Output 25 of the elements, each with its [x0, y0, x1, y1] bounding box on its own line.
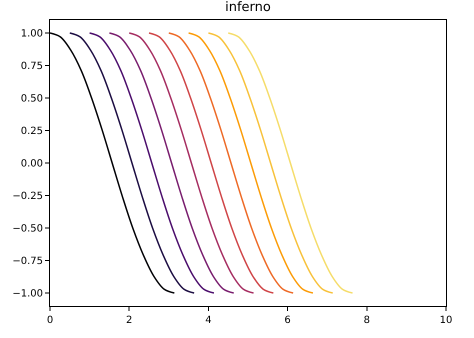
y-tick-label: 1.00: [20, 28, 43, 40]
line-series: [69, 32, 195, 294]
x-tick-label: 2: [126, 315, 132, 326]
chart-title: inferno: [225, 0, 271, 15]
x-tick-label: 8: [364, 315, 370, 326]
x-tick-label: 0: [46, 315, 54, 326]
line-series: [148, 32, 274, 294]
x-tick-label: 6: [284, 315, 291, 326]
y-tick-label: −0.75: [12, 256, 43, 267]
x-tick-label: 10: [440, 315, 452, 326]
y-tick-label: 0.75: [20, 61, 43, 72]
y-tick-label: 0.50: [20, 94, 43, 104]
y-tick-label: −1.00: [12, 288, 43, 300]
y-tick-label: 0.25: [20, 126, 43, 137]
y-tick-label: −0.25: [12, 191, 43, 202]
line-series: [108, 32, 234, 294]
line-series: [88, 32, 215, 294]
x-tick-label: 4: [205, 315, 212, 326]
y-tick-label: 0.00: [20, 158, 43, 170]
line-series: [188, 32, 314, 294]
line-series: [168, 32, 294, 294]
line-series: [227, 32, 354, 294]
line-series: [128, 32, 254, 294]
y-tick-label: −0.50: [12, 224, 43, 234]
line-series: [208, 32, 334, 294]
